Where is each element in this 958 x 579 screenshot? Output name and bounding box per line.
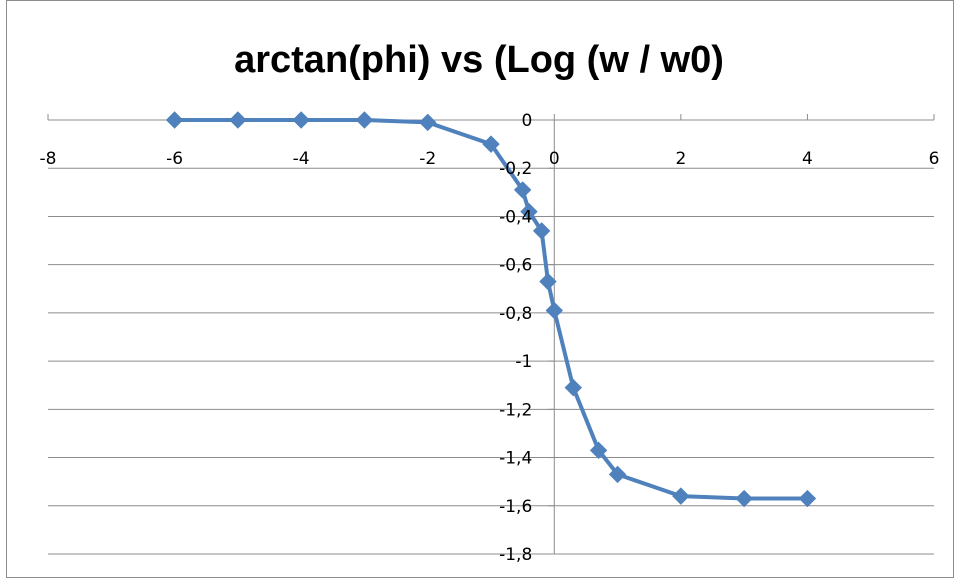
x-tick-label: 4: [802, 149, 813, 169]
data-point-marker: [545, 301, 563, 320]
y-tick-label: -1: [515, 352, 532, 372]
data-point-marker: [608, 465, 627, 484]
y-tick-label: -1,6: [499, 497, 532, 517]
y-tick-label: -0,4: [499, 207, 532, 227]
data-point-marker: [539, 272, 557, 291]
axes: [47, 114, 935, 555]
y-tick-label: -1,8: [499, 545, 532, 565]
x-tick-label: -2: [419, 149, 436, 169]
data-point-marker: [672, 487, 690, 505]
chart-title: arctan(phi) vs (Log (w / w0): [234, 39, 724, 81]
y-tick-label: -0,2: [499, 159, 532, 179]
data-point-marker: [229, 111, 247, 129]
data-point-marker: [564, 378, 582, 397]
tick-labels: -8 -6 -4 -2 0 2 4 6 0 -0,2 -0,4 -0,6 -0,8 -1 -1,2 -1,4 -…: [40, 111, 940, 565]
data-point-marker: [532, 222, 551, 240]
x-tick-label: 2: [675, 149, 686, 169]
data-point-marker: [419, 113, 437, 132]
x-tick-label: 6: [929, 149, 940, 169]
x-tick-label: -4: [293, 149, 310, 169]
series-layer: [165, 111, 817, 508]
data-point-marker: [520, 202, 538, 221]
data-point-marker: [165, 111, 184, 129]
data-point-marker: [513, 181, 532, 199]
data-point-marker: [355, 111, 374, 129]
y-tick-label: 0: [521, 111, 532, 131]
chart-area: [6, 0, 954, 578]
x-tick-label: 0: [549, 149, 560, 169]
y-tick-label: -0,8: [499, 304, 532, 324]
data-point-marker: [589, 441, 608, 460]
data-point-marker: [292, 111, 310, 129]
series-line: [172, 118, 810, 501]
x-tick-label: -6: [166, 149, 183, 169]
data-point-marker: [482, 135, 500, 153]
data-point-marker: [735, 489, 753, 508]
data-point-marker: [798, 489, 817, 508]
y-tick-label: -1,4: [499, 449, 532, 469]
y-tick-label: -0,6: [499, 256, 532, 276]
gridlines: [48, 167, 934, 555]
y-tick-label: -1,2: [499, 400, 532, 420]
x-tick-label: -8: [40, 149, 57, 169]
